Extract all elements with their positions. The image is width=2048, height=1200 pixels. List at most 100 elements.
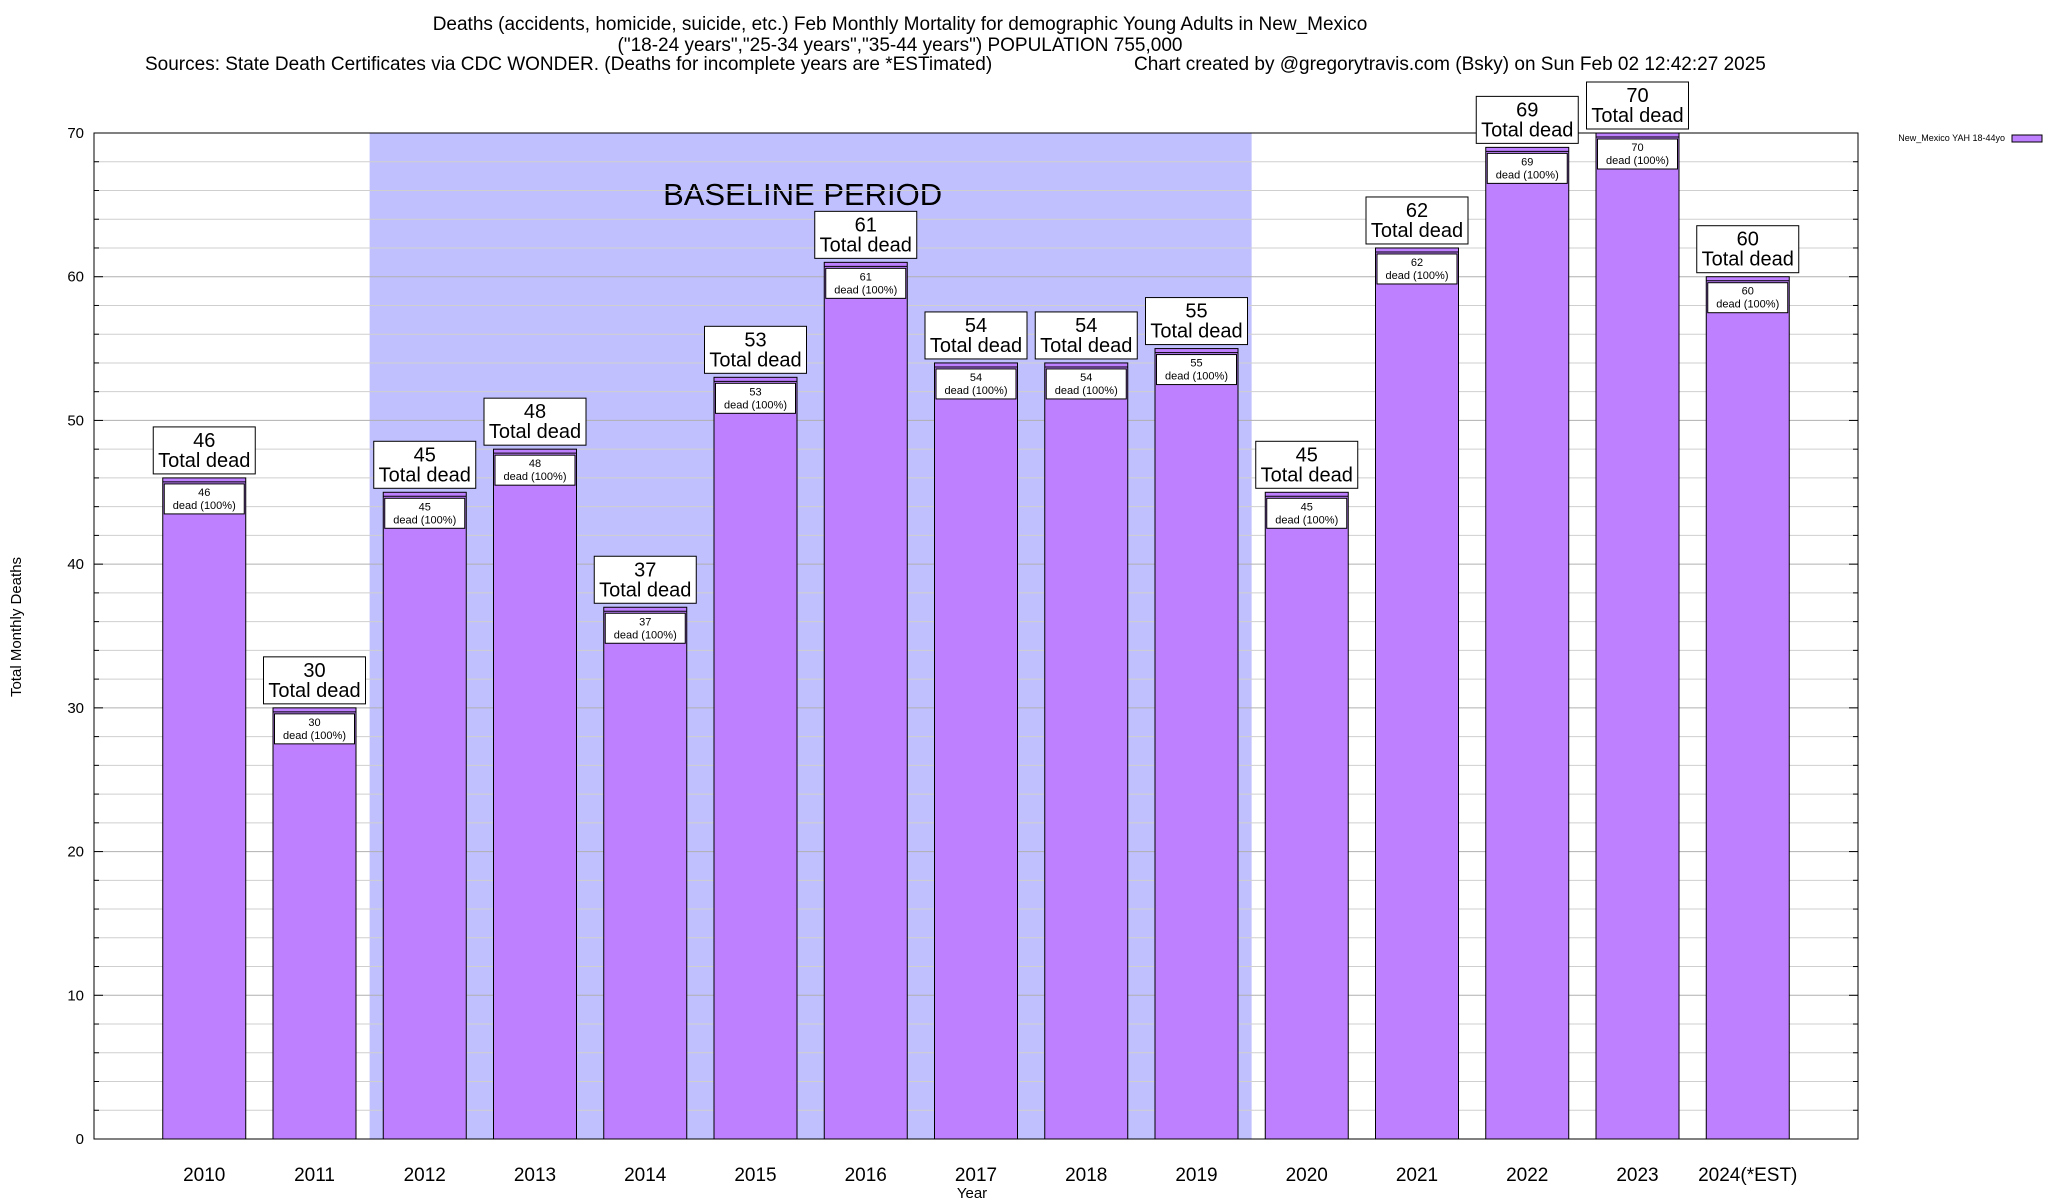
total-dead-label: Total dead [489, 421, 581, 443]
bar [603, 606, 688, 1140]
x-tick-label: 2015 [734, 1165, 776, 1186]
y-tick-label: 60 [67, 269, 84, 286]
inner-value-label: 37 [639, 616, 651, 628]
total-dead-label: Total dead [1040, 335, 1132, 357]
inner-dead-label: dead (100%) [1275, 514, 1338, 526]
inner-value-label: 45 [1301, 501, 1313, 513]
total-label-box [1145, 297, 1248, 346]
inner-label-box [163, 483, 245, 515]
y-axis-label: Total Monthly Deaths [8, 557, 25, 697]
x-tick-label: 2024(*EST) [1698, 1165, 1797, 1186]
total-dead-label: Total dead [1591, 105, 1683, 127]
inner-dead-label: dead (100%) [1716, 299, 1779, 311]
inner-value-label: 55 [1190, 358, 1202, 370]
bar [1044, 362, 1129, 1140]
inner-label-box [715, 382, 796, 414]
total-label-box [1475, 95, 1579, 144]
legend-label: New_Mexico YAH 18-44yo [1898, 133, 2005, 143]
inner-value-label: 48 [529, 458, 541, 470]
total-value-label: 70 [1626, 85, 1648, 107]
inner-label-box [384, 497, 466, 529]
inner-dead-label: dead (100%) [834, 284, 897, 296]
bar [162, 477, 247, 1140]
inner-value-label: 54 [1080, 372, 1092, 384]
inner-dead-label: dead (100%) [1165, 371, 1228, 383]
inner-label-box [1486, 152, 1568, 184]
inner-value-label: 70 [1631, 142, 1643, 154]
total-label-box [483, 397, 587, 446]
total-label-box [263, 656, 366, 705]
y-tick-label: 50 [67, 412, 84, 429]
total-value-label: 54 [965, 315, 987, 337]
inner-value-label: 61 [860, 271, 872, 283]
bar [382, 491, 467, 1140]
inner-dead-label: dead (100%) [504, 471, 567, 483]
inner-dead-label: dead (100%) [1055, 385, 1118, 397]
inner-value-label: 60 [1742, 286, 1754, 298]
x-tick-label: 2022 [1506, 1165, 1548, 1186]
inner-value-label: 54 [970, 372, 982, 384]
inner-label-box [274, 713, 355, 745]
total-label-box [1255, 440, 1359, 489]
inner-value-label: 69 [1521, 156, 1533, 168]
legend-swatch [2011, 134, 2043, 143]
y-tick-label: 30 [67, 700, 84, 717]
y-tick-label: 40 [67, 556, 84, 573]
chart-sources: Sources: State Death Certificates via CD… [145, 54, 993, 75]
bar [1595, 132, 1680, 1140]
inner-dead-label: dead (100%) [173, 500, 236, 512]
inner-value-label: 53 [749, 386, 761, 398]
inner-label-box [604, 612, 686, 644]
total-dead-label: Total dead [1150, 321, 1242, 343]
bar [272, 707, 357, 1140]
x-tick-label: 2020 [1286, 1165, 1328, 1186]
plot-frame [93, 132, 1859, 1140]
total-label-box [1586, 81, 1689, 130]
inner-dead-label: dead (100%) [1606, 155, 1669, 167]
total-label-box [1696, 225, 1800, 274]
bar [823, 261, 908, 1140]
bar [1154, 348, 1239, 1140]
x-tick-label: 2021 [1396, 1165, 1438, 1186]
inner-label-box [1597, 138, 1678, 170]
bar [934, 362, 1018, 1140]
y-tick-label: 10 [67, 987, 84, 1004]
total-value-label: 60 [1737, 229, 1759, 251]
inner-value-label: 62 [1411, 257, 1423, 269]
inner-label-box [1156, 354, 1237, 386]
inner-value-label: 46 [198, 487, 210, 499]
bar [493, 448, 577, 1140]
total-label-box [593, 555, 697, 604]
bar [1375, 247, 1459, 1140]
baseline-label: BASELINE PERIOD [663, 177, 942, 212]
total-value-label: 46 [193, 430, 215, 452]
x-tick-label: 2019 [1175, 1165, 1217, 1186]
inner-dead-label: dead (100%) [945, 385, 1008, 397]
x-tick-label: 2010 [183, 1165, 225, 1186]
inner-dead-label: dead (100%) [393, 514, 456, 526]
inner-label-box [1707, 282, 1789, 314]
inner-dead-label: dead (100%) [1496, 169, 1559, 181]
inner-label-box [825, 267, 907, 299]
total-dead-label: Total dead [709, 349, 801, 371]
total-label-box [814, 210, 918, 259]
x-axis-label: Year [957, 1185, 987, 1200]
total-value-label: 55 [1185, 301, 1207, 323]
total-dead-label: Total dead [379, 464, 471, 486]
bar [713, 376, 798, 1140]
total-dead-label: Total dead [1371, 220, 1463, 242]
total-label-box [924, 311, 1028, 360]
total-label-box [1034, 311, 1138, 360]
inner-value-label: 30 [308, 717, 320, 729]
inner-label-box [494, 454, 576, 486]
total-value-label: 54 [1075, 315, 1097, 337]
total-value-label: 45 [1296, 444, 1318, 466]
y-tick-label: 0 [76, 1131, 84, 1148]
total-value-label: 69 [1516, 99, 1538, 121]
total-label-box [373, 440, 477, 489]
total-label-box [1365, 196, 1469, 245]
x-tick-label: 2012 [404, 1165, 446, 1186]
total-label-box [704, 325, 807, 374]
x-tick-label: 2014 [624, 1165, 667, 1186]
